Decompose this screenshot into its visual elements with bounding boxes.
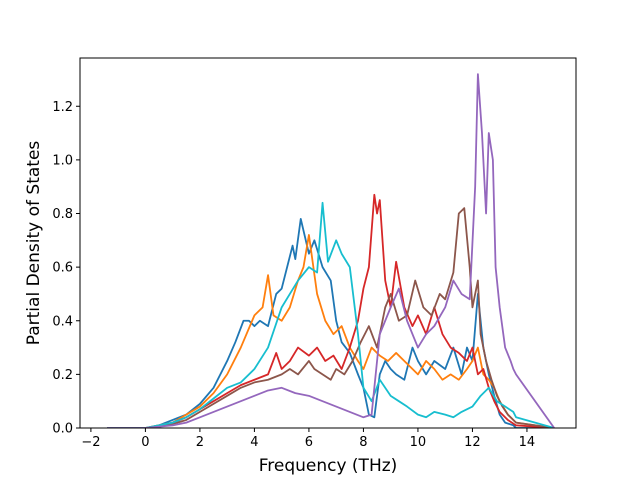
x-tick-label: 4: [250, 435, 258, 450]
y-tick-label: 0.0: [52, 422, 73, 437]
x-axis-ticks: −2 0 2 4 6 8 10 12 14: [81, 428, 535, 450]
y-tick-label: 1.2: [52, 100, 73, 115]
x-tick-label: 2: [196, 435, 204, 450]
y-tick-label: 1.0: [52, 153, 73, 168]
series-line-6: [107, 73, 555, 428]
plot-area: [80, 58, 576, 428]
x-tick-label: −2: [81, 435, 100, 450]
series-line-4: [107, 207, 555, 428]
x-tick-label: 14: [519, 435, 536, 450]
plot-frame: [79, 57, 577, 429]
x-axis-label: Frequency (THz): [259, 456, 398, 476]
x-tick-label: 10: [410, 435, 427, 450]
x-tick-label: 6: [305, 435, 313, 450]
x-tick-label: 12: [464, 435, 481, 450]
series-layer: [107, 73, 555, 428]
y-tick-label: 0.2: [52, 368, 73, 383]
y-axis-label: Partial Density of States: [24, 141, 44, 346]
y-tick-label: 0.6: [52, 261, 73, 276]
x-tick-label: 8: [359, 435, 367, 450]
series-line-5: [107, 201, 555, 428]
y-axis-ticks: 0.0 0.2 0.4 0.6 0.8 1.0 1.2: [52, 100, 80, 437]
series-line-3: [107, 193, 555, 428]
y-tick-label: 0.4: [52, 314, 73, 329]
x-tick-label: 0: [141, 435, 149, 450]
y-tick-label: 0.8: [52, 207, 73, 222]
